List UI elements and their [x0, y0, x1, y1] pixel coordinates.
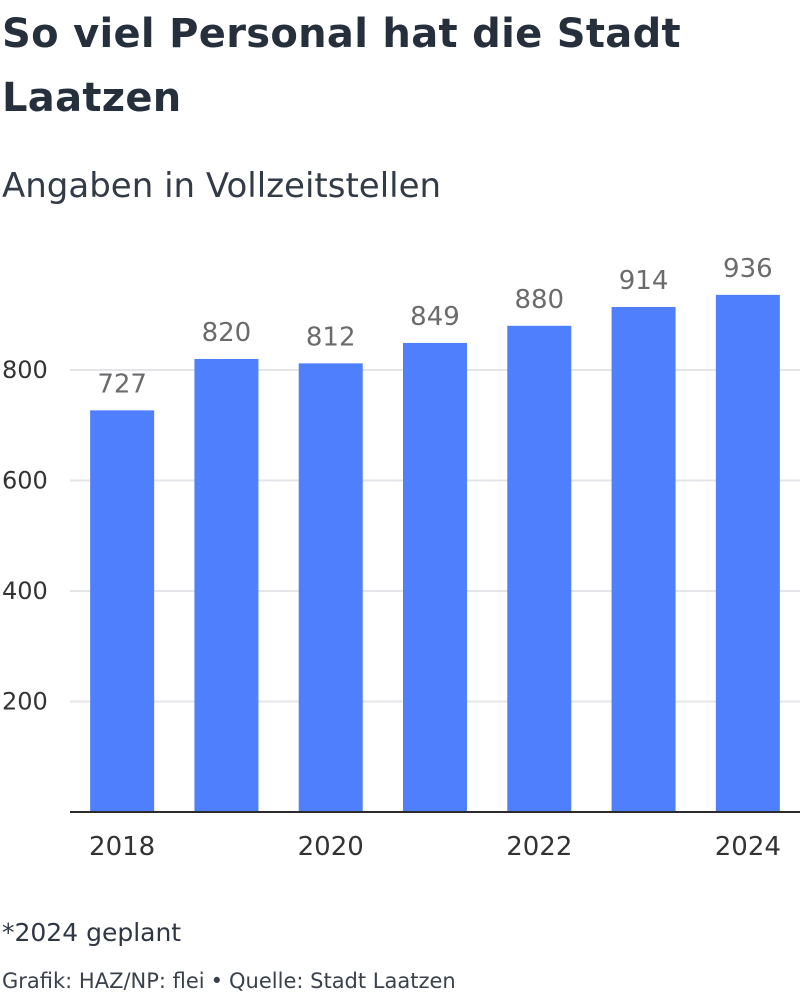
value-label-2024: 936: [723, 254, 773, 284]
bar-2018: [90, 410, 155, 812]
value-label-2022: 880: [514, 285, 564, 315]
chart-title: So viel Personal hat die Stadt Laatzen: [2, 11, 681, 121]
x-tick-label-2024: 2024: [715, 832, 781, 862]
credit-separator: •: [210, 969, 224, 993]
bars: [90, 294, 780, 812]
chart-subtitle: Angaben in Vollzeitstellen: [2, 166, 442, 206]
x-axis-tick-labels: 2018 2020 2022 2024: [89, 832, 781, 862]
bar-2023: [611, 307, 676, 812]
credit-source: Quelle: Stadt Laatzen: [229, 969, 456, 993]
bar-value-labels: 727 820 812 849 880 914 936: [97, 254, 772, 399]
credit-line: Grafik: HAZ/NP: flei • Quelle: Stadt Laatz…: [2, 966, 456, 996]
credit-graphic: Grafik: HAZ/NP: flei: [2, 969, 205, 993]
x-tick-label-2022: 2022: [506, 832, 572, 862]
y-tick-label: 400: [2, 577, 48, 605]
bar-2019: [194, 358, 259, 812]
y-axis-tick-labels: 200 400 600 800: [2, 356, 48, 716]
y-tick-label: 200: [2, 688, 48, 716]
x-tick-label-2018: 2018: [89, 832, 155, 862]
bar-2021: [403, 342, 467, 812]
bar-2020: [298, 363, 363, 812]
value-label-2021: 849: [410, 302, 460, 332]
value-label-2018: 727: [97, 369, 147, 399]
y-tick-label: 600: [2, 467, 48, 495]
footnote: *2024 geplant: [2, 918, 182, 947]
value-label-2023: 914: [619, 266, 669, 296]
bar-2022: [507, 325, 572, 812]
value-label-2020: 812: [306, 322, 356, 352]
value-label-2019: 820: [202, 318, 252, 348]
x-tick-label-2020: 2020: [298, 832, 364, 862]
y-tick-label: 800: [2, 356, 48, 384]
bar-2024: [715, 294, 780, 812]
